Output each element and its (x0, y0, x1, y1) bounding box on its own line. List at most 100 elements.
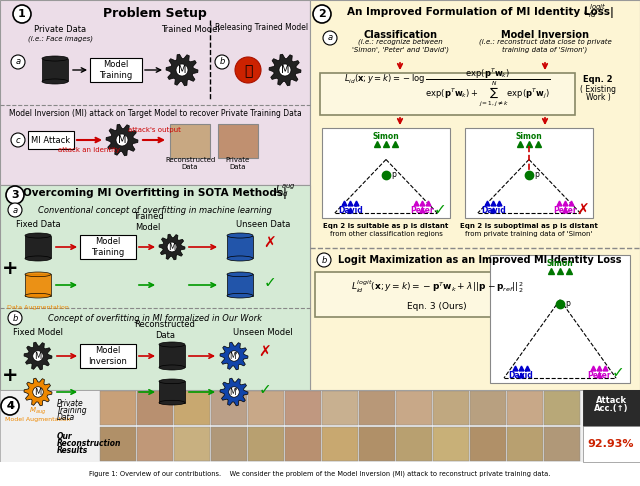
Text: $L_{id}^{logit}(\mathbf{x}; y = k) = -\mathbf{p}^T\mathbf{w}_k + \lambda\,||\mat: $L_{id}^{logit}(\mathbf{x}; y = k) = -\m… (351, 279, 524, 295)
Text: Eqn. 2: Eqn. 2 (583, 75, 613, 85)
Ellipse shape (159, 342, 185, 347)
Bar (137, 391, 173, 425)
Text: $L_{id}^{logit}$: $L_{id}^{logit}$ (583, 2, 607, 20)
Bar (100, 391, 136, 425)
Bar (0, 185, 310, 390)
Bar (507, 391, 543, 425)
Circle shape (116, 134, 128, 146)
Text: Model
Inversion: Model Inversion (88, 347, 127, 365)
Text: Peter: Peter (553, 206, 577, 214)
Text: ✓: ✓ (434, 203, 446, 218)
Text: from other classification regions: from other classification regions (330, 231, 442, 237)
Circle shape (6, 186, 24, 204)
Text: a: a (15, 57, 20, 67)
Text: Training: Training (57, 405, 88, 415)
Ellipse shape (253, 430, 280, 458)
Text: Model
Training: Model Training (99, 60, 132, 80)
Text: Figure 1: Overview of our contributions.    We consider the problem of the Model: Figure 1: Overview of our contributions.… (90, 471, 550, 477)
Text: Problem Setup: Problem Setup (103, 7, 207, 20)
Text: ✗: ✗ (264, 236, 276, 250)
Text: David: David (508, 370, 533, 380)
Bar (220, 126, 256, 156)
Text: b: b (220, 57, 225, 67)
Bar (25, 274, 51, 295)
Ellipse shape (253, 394, 280, 422)
Ellipse shape (25, 272, 51, 277)
Ellipse shape (291, 394, 316, 422)
Bar (315, 272, 560, 317)
Ellipse shape (25, 256, 51, 261)
Text: p: p (566, 299, 570, 308)
Ellipse shape (216, 430, 243, 458)
Bar (42, 58, 68, 82)
Ellipse shape (227, 272, 253, 277)
Circle shape (235, 57, 261, 83)
Bar (507, 427, 543, 461)
Text: Trained
Model: Trained Model (132, 212, 163, 232)
Text: Overcoming MI Overfitting in SOTA Methods|: Overcoming MI Overfitting in SOTA Method… (23, 188, 287, 198)
Circle shape (1, 397, 19, 415)
Text: Attack: Attack (595, 396, 627, 404)
Bar (396, 427, 432, 461)
Text: Data: Data (57, 413, 75, 421)
Polygon shape (166, 54, 198, 86)
Text: attack's output: attack's output (127, 127, 180, 133)
Text: Private Data: Private Data (34, 25, 86, 35)
Text: Eqn 2 is suboptimal as p is distant: Eqn 2 is suboptimal as p is distant (460, 223, 598, 229)
Bar (80, 344, 136, 368)
Text: $M_{aug}$: $M_{aug}$ (29, 405, 47, 417)
Circle shape (317, 253, 331, 267)
Polygon shape (24, 342, 52, 370)
Ellipse shape (180, 394, 205, 422)
Text: a: a (328, 34, 333, 42)
Circle shape (8, 311, 22, 325)
Circle shape (11, 55, 25, 69)
Bar (396, 391, 432, 425)
Bar (583, 390, 640, 426)
Ellipse shape (159, 379, 185, 383)
Text: Data Augmentation: Data Augmentation (7, 305, 69, 310)
Ellipse shape (328, 394, 353, 422)
Ellipse shape (401, 394, 428, 422)
Ellipse shape (513, 394, 538, 422)
Polygon shape (220, 342, 248, 370)
Text: (i.e.: recognize between
'Simon', 'Peter' and 'David'): (i.e.: recognize between 'Simon', 'Peter… (351, 39, 449, 53)
Ellipse shape (438, 430, 465, 458)
Text: b: b (321, 256, 326, 264)
Polygon shape (24, 378, 52, 406)
Bar (285, 391, 321, 425)
Bar (159, 382, 185, 403)
Text: 2: 2 (318, 9, 326, 19)
Ellipse shape (159, 365, 185, 370)
Text: c: c (16, 136, 20, 144)
Bar (583, 426, 640, 462)
Circle shape (167, 242, 177, 252)
Bar (0, 0, 310, 185)
Text: Results: Results (57, 446, 88, 454)
Circle shape (8, 203, 22, 217)
Bar (359, 427, 395, 461)
Circle shape (228, 387, 239, 397)
Text: Model Augmentation: Model Augmentation (5, 417, 71, 421)
Text: M: M (118, 135, 126, 145)
Text: 4: 4 (6, 401, 14, 411)
Text: Simon: Simon (372, 132, 399, 140)
Bar (174, 427, 210, 461)
Bar (470, 391, 506, 425)
Ellipse shape (476, 430, 502, 458)
Text: 🔒: 🔒 (244, 64, 252, 78)
Text: Eqn 2 is suitable as p is distant: Eqn 2 is suitable as p is distant (323, 223, 449, 229)
Text: attack an identity: attack an identity (58, 147, 120, 153)
Ellipse shape (143, 430, 168, 458)
Text: ✗: ✗ (577, 203, 589, 218)
Text: (i.e.: reconstruct data close to private
training data of 'Simon'): (i.e.: reconstruct data close to private… (479, 39, 611, 53)
Text: Acc.(↑): Acc.(↑) (594, 403, 628, 413)
Text: 4: 4 (6, 401, 14, 411)
Polygon shape (159, 234, 185, 260)
Ellipse shape (365, 394, 390, 422)
Ellipse shape (328, 430, 353, 458)
Circle shape (13, 5, 31, 23)
Text: Fixed Data: Fixed Data (16, 220, 60, 228)
Bar (227, 236, 253, 259)
Polygon shape (220, 378, 248, 406)
